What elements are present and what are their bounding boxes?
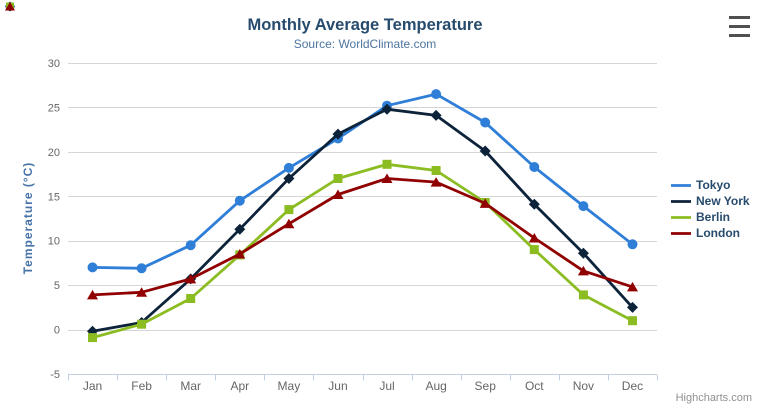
y-axis-label-0: 0 xyxy=(54,325,60,337)
data-point-tokyo-jan[interactable] xyxy=(87,262,98,273)
legend-item-tokyo[interactable]: Tokyo xyxy=(671,177,750,193)
series-line-london[interactable] xyxy=(91,177,634,297)
chart-subtitle: Source: WorldClimate.com xyxy=(293,37,437,51)
data-point-london-dec[interactable] xyxy=(627,281,638,292)
data-point-new-york-aug[interactable] xyxy=(430,109,442,121)
data-point-new-york-may[interactable] xyxy=(283,173,295,184)
data-point-london-apr[interactable] xyxy=(234,249,246,259)
data-point-london-oct[interactable] xyxy=(528,233,540,243)
data-point-london-mar[interactable] xyxy=(185,273,197,284)
y-axis-label-5: 5 xyxy=(54,280,60,292)
data-point-london-sep[interactable] xyxy=(479,198,491,208)
data-point-tokyo-sep[interactable] xyxy=(480,117,491,128)
legend-label-berlin: Berlin xyxy=(696,210,731,224)
data-point-tokyo-feb[interactable] xyxy=(136,263,147,274)
export-menu-button[interactable] xyxy=(728,14,753,39)
legend: Tokyo New York Berlin London xyxy=(671,177,750,241)
data-point-new-york-oct[interactable] xyxy=(528,198,540,210)
x-axis-label-jan: Jan xyxy=(83,379,102,393)
data-point-london-may[interactable] xyxy=(283,218,295,229)
data-point-tokyo-may[interactable] xyxy=(283,162,294,173)
data-point-berlin-jun[interactable] xyxy=(333,174,343,183)
x-axis-label-jul: Jul xyxy=(379,379,394,393)
data-point-berlin-jan[interactable] xyxy=(88,333,97,343)
x-axis-label-feb: Feb xyxy=(131,379,152,393)
data-point-new-york-jul[interactable] xyxy=(381,103,393,115)
data-point-berlin-mar[interactable] xyxy=(186,294,196,303)
y-axis-label-30: 30 xyxy=(48,58,60,70)
data-point-new-york-apr[interactable] xyxy=(234,223,246,235)
series-line-berlin[interactable] xyxy=(91,162,634,340)
legend-item-london[interactable]: London xyxy=(671,225,750,241)
data-point-berlin-feb[interactable] xyxy=(137,319,147,329)
x-axis-label-apr: Apr xyxy=(230,379,249,393)
legend-marker-diamond-icon xyxy=(671,199,691,203)
hamburger-icon xyxy=(729,15,752,38)
legend-marker-circle-icon xyxy=(671,183,691,187)
data-point-new-york-jun[interactable] xyxy=(332,128,344,140)
y-axis-label-15: 15 xyxy=(48,191,60,203)
data-point-london-feb[interactable] xyxy=(136,287,148,297)
data-point-new-york-sep[interactable] xyxy=(479,145,491,157)
y-axis-label-20: 20 xyxy=(48,147,60,159)
x-axis-label-aug: Aug xyxy=(425,379,446,393)
data-point-tokyo-aug[interactable] xyxy=(431,89,442,100)
data-point-berlin-may[interactable] xyxy=(284,205,294,215)
y-axis-label-10: 10 xyxy=(48,236,60,248)
legend-marker-triangle-icon xyxy=(671,231,691,235)
legend-item-berlin[interactable]: Berlin xyxy=(671,209,750,225)
chart-title: Monthly Average Temperature xyxy=(247,16,483,34)
x-axis-label-oct: Oct xyxy=(525,379,544,393)
data-point-london-jul[interactable] xyxy=(381,173,393,184)
legend-symbol-london[interactable] xyxy=(5,2,15,11)
x-axis-label-nov: Nov xyxy=(573,379,594,393)
data-point-berlin-oct[interactable] xyxy=(529,245,539,255)
x-axis-label-jun: Jun xyxy=(328,379,347,393)
x-axis-label-dec: Dec xyxy=(622,379,643,393)
data-point-london-jun[interactable] xyxy=(332,189,344,200)
legend-label-tokyo: Tokyo xyxy=(696,178,731,192)
data-point-london-jan[interactable] xyxy=(87,289,98,300)
y-axis-title: Temperature (°C) xyxy=(21,161,35,275)
legend-item-new-york[interactable]: New York xyxy=(671,193,750,209)
data-point-berlin-aug[interactable] xyxy=(431,166,441,175)
data-point-new-york-dec[interactable] xyxy=(627,301,638,313)
x-axis-label-mar: Mar xyxy=(180,379,201,393)
data-point-tokyo-apr[interactable] xyxy=(234,195,245,206)
highcharts-credit[interactable]: Highcharts.com xyxy=(675,392,752,404)
data-point-berlin-nov[interactable] xyxy=(578,290,588,300)
series-line-new-york[interactable] xyxy=(91,107,634,333)
data-point-berlin-jul[interactable] xyxy=(382,159,392,169)
data-point-tokyo-oct[interactable] xyxy=(529,162,540,172)
data-point-tokyo-mar[interactable] xyxy=(185,240,196,251)
x-axis-label-may: May xyxy=(278,379,301,393)
data-point-london-aug[interactable] xyxy=(430,177,442,187)
legend-marker-square-icon xyxy=(671,215,691,219)
data-point-new-york-nov[interactable] xyxy=(577,247,589,259)
y-axis-label-25: 25 xyxy=(48,102,60,114)
y-axis-label--5: -5 xyxy=(50,369,60,381)
legend-label-london: London xyxy=(696,226,740,240)
legend-label-new-york: New York xyxy=(696,194,750,208)
data-point-tokyo-nov[interactable] xyxy=(578,201,589,212)
data-point-tokyo-dec[interactable] xyxy=(627,239,638,250)
data-point-london-nov[interactable] xyxy=(577,265,589,276)
x-axis-label-sep: Sep xyxy=(475,379,497,393)
data-point-berlin-dec[interactable] xyxy=(628,316,637,326)
